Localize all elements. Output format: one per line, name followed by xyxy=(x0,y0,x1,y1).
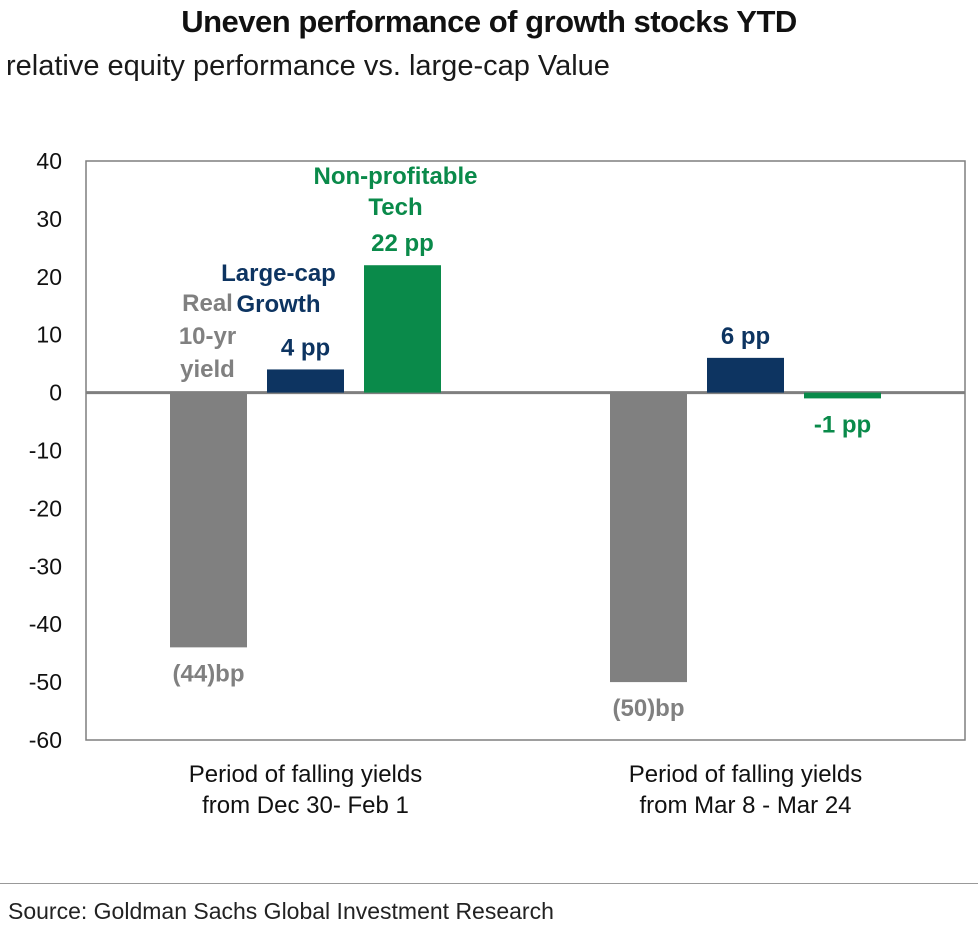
x-category-label: Period of falling yields from Dec 30- Feb… xyxy=(189,761,422,819)
series-label-non-profitable-tech: Non-profitable Tech xyxy=(314,163,478,221)
plot-area xyxy=(85,160,966,741)
y-tick-label: -60 xyxy=(29,727,62,753)
chart-subtitle: relative equity performance vs. large-ca… xyxy=(6,50,610,82)
data-label: 22 pp xyxy=(371,230,434,257)
x-category-label: Period of falling yields from Mar 8 - Mar… xyxy=(629,761,862,819)
series-label-large-cap-growth: Large-cap Growth xyxy=(221,260,336,318)
data-label: (50)bp xyxy=(613,695,685,722)
y-tick-label: 30 xyxy=(36,206,62,232)
bar xyxy=(364,265,441,393)
y-tick-label: 40 xyxy=(36,148,62,174)
data-label: (44)bp xyxy=(173,660,245,687)
bar-chart: 40 30 20 10 0 -10 -20 -30 -40 -50 -60 (44)bp (50)bp 4… xyxy=(29,148,966,819)
y-tick-label: 0 xyxy=(49,380,62,406)
data-label: 6 pp xyxy=(721,323,770,350)
bar xyxy=(267,369,344,393)
chart-title: Uneven performance of growth stocks YTD xyxy=(181,4,797,39)
series-label-real-yield: Real 10-yr yield xyxy=(179,290,236,383)
y-tick-label: -10 xyxy=(29,438,62,464)
y-tick-label: 20 xyxy=(36,264,62,290)
bar xyxy=(707,357,784,393)
y-tick-label: 10 xyxy=(36,322,62,348)
bar xyxy=(804,392,881,399)
data-label: 4 pp xyxy=(281,334,330,361)
source-note: Source: Goldman Sachs Global Investment … xyxy=(8,898,554,924)
y-tick-label: -20 xyxy=(29,495,62,521)
bar xyxy=(170,392,247,648)
y-tick-label: -40 xyxy=(29,611,62,637)
footer-divider xyxy=(0,883,978,884)
y-tick-label: -50 xyxy=(29,669,62,695)
y-tick-label: -30 xyxy=(29,553,62,579)
bar xyxy=(610,392,687,683)
data-label: -1 pp xyxy=(814,411,871,438)
